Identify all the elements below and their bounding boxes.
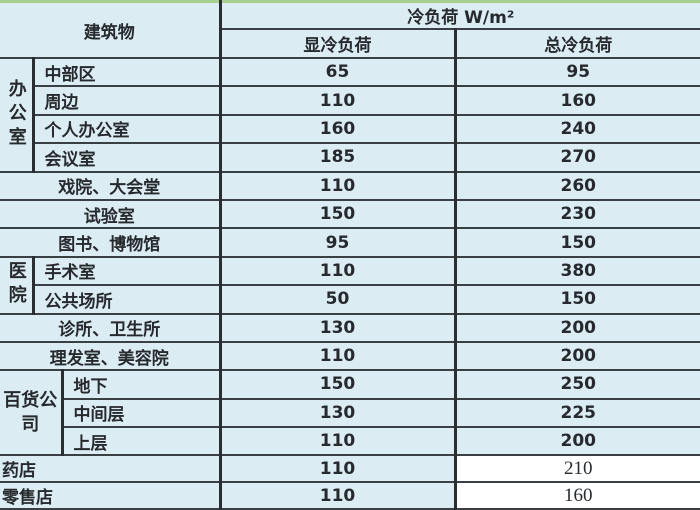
sensible-value: 160 bbox=[219, 113, 457, 145]
table-row: 上层 110 200 bbox=[0, 426, 700, 457]
table-row: 戏院、大会堂 110 260 bbox=[0, 170, 700, 201]
total-value: 160 bbox=[453, 85, 700, 116]
sensible-value: 65 bbox=[219, 56, 457, 88]
row-name: 公共场所 bbox=[33, 284, 222, 315]
row-name: 个人办公室 bbox=[33, 113, 222, 145]
group-hospital: 医院 bbox=[0, 255, 35, 315]
row-name: 药店 bbox=[0, 454, 222, 484]
row-name: 诊所、卫生所 bbox=[0, 312, 222, 343]
row-name: 零售店 bbox=[0, 481, 222, 510]
row-name: 上层 bbox=[62, 426, 222, 457]
table-row: 办公室 中部区 65 95 bbox=[0, 56, 700, 173]
table-row: 药店 110 210 bbox=[0, 454, 700, 484]
sensible-value: 110 bbox=[219, 426, 457, 457]
row-name: 戏院、大会堂 bbox=[0, 170, 222, 201]
table-row: 零售店 110 160 bbox=[0, 481, 700, 510]
total-value: 160 bbox=[453, 481, 700, 510]
row-name: 手术室 bbox=[32, 255, 222, 287]
row-name: 中部区 bbox=[32, 56, 222, 88]
sensible-value: 110 bbox=[219, 481, 457, 510]
table-row: 试验室 150 230 bbox=[0, 198, 700, 230]
header-sensible: 显冷负荷 bbox=[220, 28, 457, 59]
total-value: 225 bbox=[453, 397, 700, 429]
sensible-value: 185 bbox=[219, 142, 457, 173]
sensible-value: 50 bbox=[219, 284, 457, 315]
table-row: 公共场所 50 150 bbox=[0, 284, 700, 315]
total-value: 240 bbox=[453, 113, 700, 145]
total-value: 200 bbox=[453, 340, 700, 372]
group-department-store: 百货公司 bbox=[0, 369, 64, 457]
row-name: 理发室、美容院 bbox=[0, 340, 222, 372]
total-value: 380 bbox=[453, 255, 700, 287]
total-value: 270 bbox=[453, 142, 700, 173]
total-value: 200 bbox=[453, 312, 700, 343]
row-name: 地下 bbox=[61, 369, 222, 400]
sensible-value: 130 bbox=[219, 397, 457, 429]
table-row: 会议室 185 270 bbox=[0, 142, 700, 173]
sensible-value: 110 bbox=[219, 255, 457, 287]
table-row: 医院 手术室 110 380 bbox=[0, 255, 700, 315]
header-total: 总冷负荷 bbox=[453, 28, 700, 59]
sensible-value: 150 bbox=[219, 198, 457, 230]
table-row: 百货公司 地下 150 250 bbox=[0, 369, 700, 457]
table-row: 理发室、美容院 110 200 bbox=[0, 340, 700, 372]
table-row: 个人办公室 160 240 bbox=[0, 113, 700, 145]
table-row: 周边 110 160 bbox=[0, 85, 700, 116]
total-value: 230 bbox=[453, 198, 700, 230]
table-row: 中间层 130 225 bbox=[0, 397, 700, 429]
header-cooling-load: 冷负荷 W/m² bbox=[218, 0, 700, 30]
header-building: 建筑物 bbox=[0, 0, 222, 59]
total-value: 150 bbox=[453, 227, 700, 258]
total-value: 95 bbox=[453, 56, 700, 88]
sensible-value: 110 bbox=[219, 454, 457, 484]
total-value: 260 bbox=[453, 170, 700, 201]
row-name: 会议室 bbox=[33, 142, 222, 173]
sensible-value: 110 bbox=[219, 340, 457, 372]
sensible-value: 110 bbox=[219, 85, 457, 116]
sensible-value: 150 bbox=[219, 369, 457, 400]
total-value: 150 bbox=[453, 284, 700, 315]
sensible-value: 110 bbox=[219, 170, 457, 201]
row-name: 试验室 bbox=[0, 198, 222, 230]
table-row: 诊所、卫生所 130 200 bbox=[0, 312, 700, 343]
total-value: 200 bbox=[453, 426, 700, 457]
table-row: 图书、博物馆 95 150 bbox=[0, 227, 700, 258]
sensible-value: 95 bbox=[219, 227, 457, 258]
group-office: 办公室 bbox=[0, 57, 35, 173]
row-name: 图书、博物馆 bbox=[0, 227, 222, 258]
row-name: 周边 bbox=[33, 85, 222, 116]
total-value: 210 bbox=[453, 454, 700, 484]
row-name: 中间层 bbox=[62, 397, 222, 429]
total-value: 250 bbox=[453, 369, 700, 400]
sensible-value: 130 bbox=[219, 312, 457, 343]
